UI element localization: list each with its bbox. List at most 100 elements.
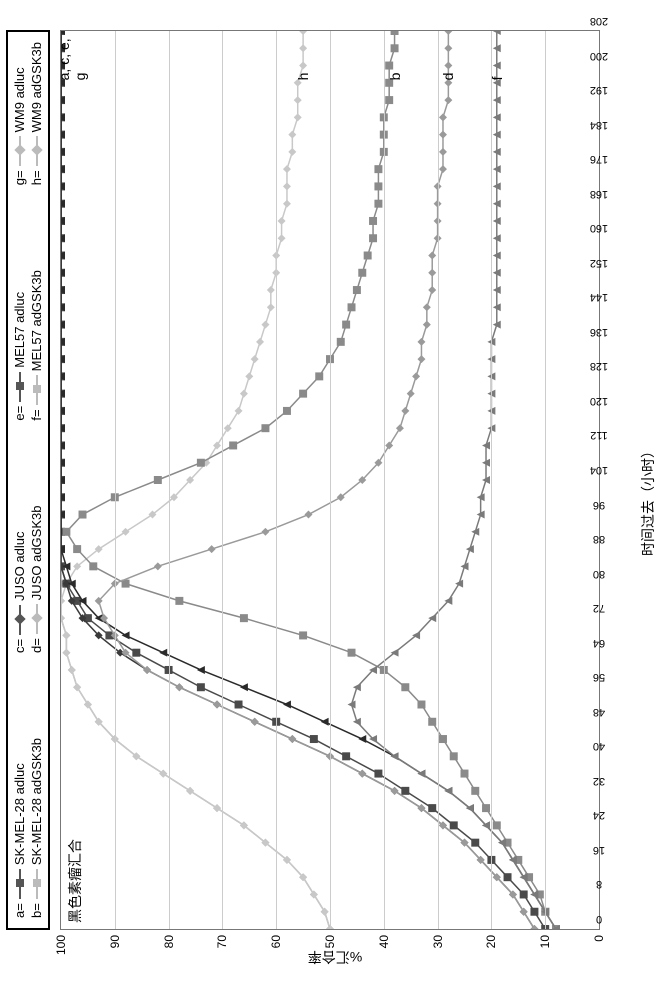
legend-label: WM9 adluc <box>12 67 27 132</box>
legend-label: JUSO adluc <box>12 532 27 601</box>
gridline-h <box>330 31 331 929</box>
series-line-c <box>61 31 534 929</box>
x-tick-label: 192 <box>590 84 608 100</box>
series-marker-d <box>304 511 312 519</box>
series-marker-h <box>235 407 243 415</box>
series-marker-a <box>428 804 436 812</box>
series-end-label: a, c, e, g <box>56 31 88 80</box>
legend-col-ef: e= MEL57 adluc f= MEL57 adGSK3b <box>12 270 44 420</box>
series-marker-f <box>461 562 469 570</box>
series-marker-d <box>444 62 452 70</box>
legend-col-gh: g= WM9 adluc h= WM9 adGSK3b <box>12 42 44 185</box>
series-marker-b <box>374 165 382 173</box>
legend-letter: e= <box>12 406 27 421</box>
series-marker-b <box>175 597 183 605</box>
series-marker-b <box>391 44 399 52</box>
series-marker-d <box>288 735 296 743</box>
series-marker-b <box>337 338 345 346</box>
series-marker-b <box>283 407 291 415</box>
legend-col-cd: c= JUSO adluc d= JUSO adGSK3b <box>12 506 44 653</box>
x-tick-label: 144 <box>590 291 608 307</box>
x-tick-label: 176 <box>590 153 608 169</box>
series-marker-b <box>154 476 162 484</box>
series-marker-d <box>520 908 528 916</box>
series-marker-b <box>461 770 469 778</box>
legend-label: JUSO adGSK3b <box>29 506 44 601</box>
series-marker-h <box>294 96 302 104</box>
series-marker-a <box>197 683 205 691</box>
y-tick-label: 20 <box>484 929 498 948</box>
x-tick-label: 160 <box>590 222 608 238</box>
series-marker-d <box>428 286 436 294</box>
series-marker-d <box>391 787 399 795</box>
series-marker-a <box>235 701 243 709</box>
series-marker-h <box>251 355 259 363</box>
legend-item-e: e= MEL57 adluc <box>12 270 27 420</box>
x-tick-label: 88 <box>593 533 605 549</box>
series-marker-d <box>358 770 366 778</box>
x-tick-label: 16 <box>593 844 605 860</box>
series-marker-e <box>240 683 248 691</box>
series-marker-b <box>73 545 81 553</box>
gridline-h <box>384 31 385 929</box>
series-marker-f <box>444 787 452 795</box>
series-marker-b <box>79 511 87 519</box>
series-marker-d <box>439 148 447 156</box>
series-marker-b <box>385 96 393 104</box>
legend-label: SK-MEL-28 adluc <box>12 763 27 865</box>
series-marker-h <box>62 649 70 657</box>
legend-item-c: c= JUSO adluc <box>12 506 27 653</box>
series-marker-a <box>471 839 479 847</box>
series-marker-d <box>444 96 452 104</box>
series-marker-d <box>423 321 431 329</box>
series-marker-h <box>213 804 221 812</box>
series-marker-h <box>224 424 232 432</box>
figure-rotated: a= SK-MEL-28 adluc b= SK-MEL-28 adGSK3b … <box>0 0 670 1000</box>
y-tick-label: 30 <box>431 929 445 948</box>
series-marker-d <box>251 718 259 726</box>
x-tick-label: 208 <box>590 15 608 31</box>
series-marker-f <box>520 873 528 881</box>
series-marker-a <box>401 787 409 795</box>
x-axis-label: 时间过去（小时） <box>638 444 658 556</box>
x-tick-label: 64 <box>593 637 605 653</box>
legend-item-a: a= SK-MEL-28 adluc <box>12 738 27 918</box>
series-marker-d <box>439 165 447 173</box>
series-marker-a <box>504 873 512 881</box>
series-marker-b <box>374 200 382 208</box>
series-marker-a <box>520 890 528 898</box>
series-marker-a <box>530 908 538 916</box>
series-marker-h <box>261 321 269 329</box>
series-marker-h <box>283 165 291 173</box>
x-tick-label: 56 <box>593 671 605 687</box>
series-marker-f <box>509 856 517 864</box>
legend-swatch-g <box>19 136 21 166</box>
series-marker-d <box>439 113 447 121</box>
gridline-h <box>438 31 439 929</box>
series-marker-e <box>321 718 329 726</box>
series-marker-f <box>455 580 463 588</box>
y-tick-label: 70 <box>215 929 229 948</box>
series-marker-d <box>417 355 425 363</box>
legend-letter: a= <box>12 903 27 918</box>
series-marker-d <box>213 701 221 709</box>
series-marker-h <box>62 631 70 639</box>
series-marker-h <box>267 286 275 294</box>
y-tick-label: 40 <box>377 929 391 948</box>
legend-letter: c= <box>12 639 27 653</box>
series-marker-d <box>154 562 162 570</box>
series-marker-h <box>321 908 329 916</box>
legend-letter: b= <box>29 903 44 918</box>
plot-area: 黑色素瘤汇合 010203040506070809010008162432404… <box>60 30 600 930</box>
x-tick-label: 168 <box>590 188 608 204</box>
series-marker-h <box>288 131 296 139</box>
x-tick-label: 184 <box>590 119 608 135</box>
x-tick-label: 104 <box>590 464 608 480</box>
series-marker-h <box>186 787 194 795</box>
y-tick-label: 80 <box>162 929 176 948</box>
series-marker-h <box>68 666 76 674</box>
x-tick-label: 120 <box>590 395 608 411</box>
y-tick-label: 60 <box>269 929 283 948</box>
series-marker-h <box>213 441 221 449</box>
x-tick-label: 32 <box>593 775 605 791</box>
